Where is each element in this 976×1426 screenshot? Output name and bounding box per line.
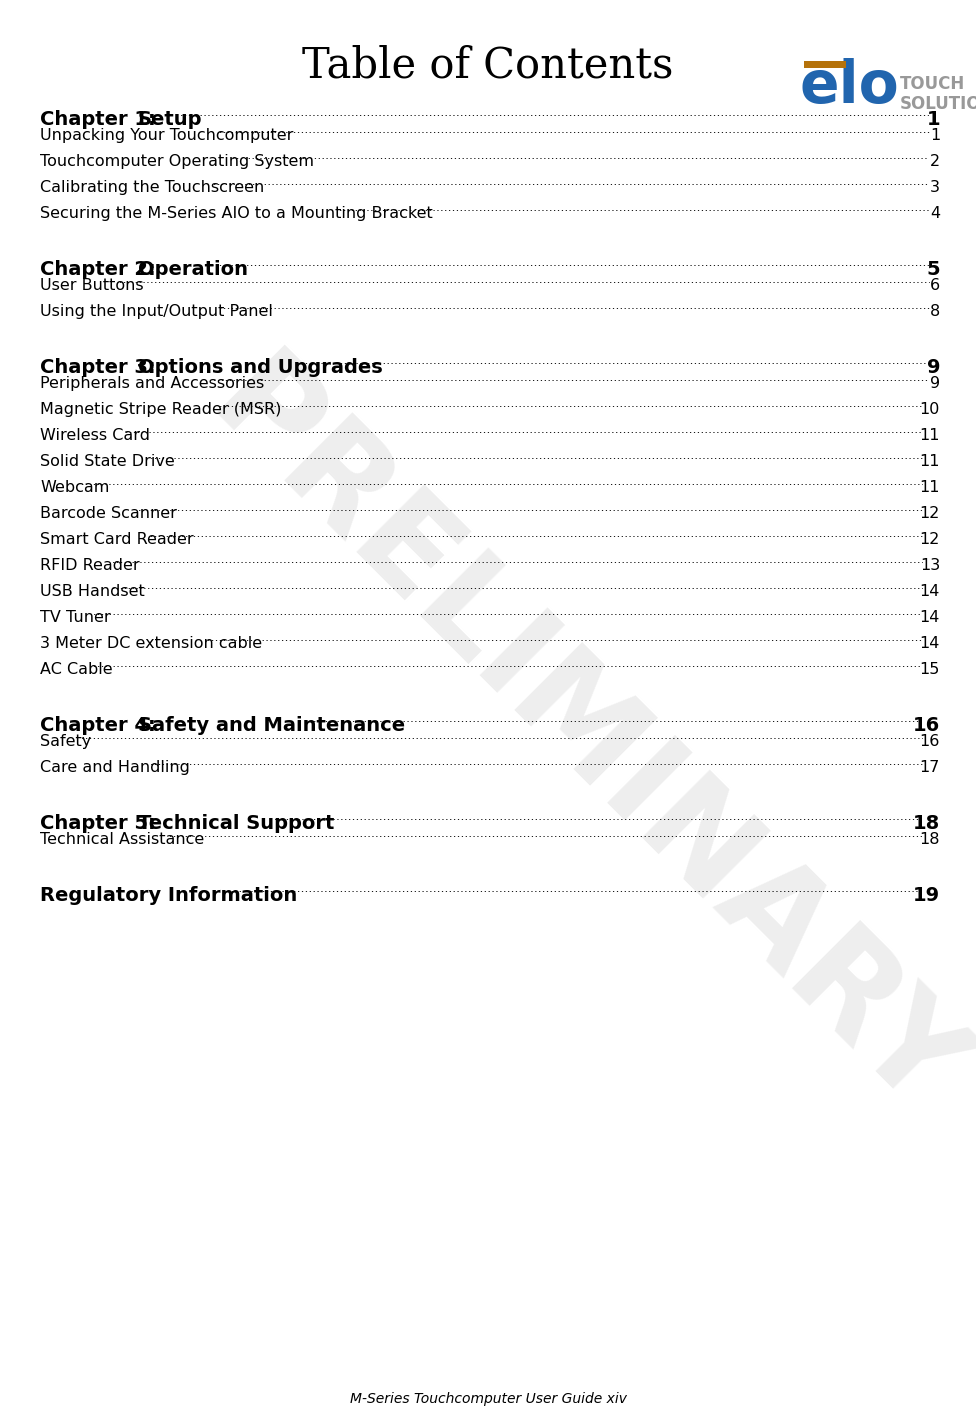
- Text: 8: 8: [930, 304, 940, 319]
- Text: Care and Handling: Care and Handling: [40, 760, 190, 774]
- Text: Technical Assistance: Technical Assistance: [40, 831, 204, 847]
- Text: 1: 1: [926, 110, 940, 128]
- Text: Chapter 3:: Chapter 3:: [40, 358, 155, 376]
- Text: Chapter 5:: Chapter 5:: [40, 814, 156, 833]
- Text: Unpacking Your Touchcomputer: Unpacking Your Touchcomputer: [40, 128, 294, 143]
- Text: 13: 13: [919, 558, 940, 573]
- Text: 11: 11: [919, 428, 940, 443]
- Text: 12: 12: [919, 532, 940, 548]
- Text: 9: 9: [930, 376, 940, 391]
- Text: elo: elo: [800, 57, 900, 114]
- Text: 16: 16: [919, 734, 940, 749]
- Text: Table of Contents: Table of Contents: [303, 46, 673, 87]
- Bar: [804, 61, 846, 68]
- Text: Technical Support: Technical Support: [138, 814, 335, 833]
- Text: 6: 6: [930, 278, 940, 292]
- Text: 11: 11: [919, 481, 940, 495]
- Text: 14: 14: [919, 585, 940, 599]
- Text: Chapter 1:: Chapter 1:: [40, 110, 156, 128]
- Text: Operation: Operation: [138, 260, 248, 279]
- Text: Touchcomputer Operating System: Touchcomputer Operating System: [40, 154, 314, 170]
- Text: Using the Input/Output Panel: Using the Input/Output Panel: [40, 304, 273, 319]
- Text: Chapter 4:: Chapter 4:: [40, 716, 156, 734]
- Text: USB Handset: USB Handset: [40, 585, 144, 599]
- Text: Smart Card Reader: Smart Card Reader: [40, 532, 193, 548]
- Text: Setup: Setup: [138, 110, 202, 128]
- Text: 17: 17: [919, 760, 940, 774]
- Text: 9: 9: [926, 358, 940, 376]
- Text: 10: 10: [919, 402, 940, 416]
- Text: 11: 11: [919, 453, 940, 469]
- Text: RFID Reader: RFID Reader: [40, 558, 140, 573]
- Text: Solid State Drive: Solid State Drive: [40, 453, 175, 469]
- Text: Peripherals and Accessories: Peripherals and Accessories: [40, 376, 264, 391]
- Text: 1: 1: [930, 128, 940, 143]
- Text: 2: 2: [930, 154, 940, 170]
- Text: Magnetic Stripe Reader (MSR): Magnetic Stripe Reader (MSR): [40, 402, 281, 416]
- Text: PRELIMINARY: PRELIMINARY: [185, 341, 976, 1142]
- Text: Securing the M-Series AIO to a Mounting Bracket: Securing the M-Series AIO to a Mounting …: [40, 205, 432, 221]
- Text: Chapter 2:: Chapter 2:: [40, 260, 156, 279]
- Text: 12: 12: [919, 506, 940, 520]
- Text: 4: 4: [930, 205, 940, 221]
- Text: User Buttons: User Buttons: [40, 278, 143, 292]
- Text: TOUCH: TOUCH: [900, 76, 965, 93]
- Text: AC Cable: AC Cable: [40, 662, 112, 677]
- Text: 14: 14: [919, 610, 940, 625]
- Text: SOLUTIONS: SOLUTIONS: [900, 96, 976, 113]
- Text: Safety: Safety: [40, 734, 91, 749]
- Text: 3: 3: [930, 180, 940, 195]
- Text: Wireless Card: Wireless Card: [40, 428, 150, 443]
- Text: Webcam: Webcam: [40, 481, 109, 495]
- Text: Options and Upgrades: Options and Upgrades: [138, 358, 383, 376]
- Text: 16: 16: [913, 716, 940, 734]
- Text: 18: 18: [919, 831, 940, 847]
- Text: TV Tuner: TV Tuner: [40, 610, 110, 625]
- Text: 5: 5: [926, 260, 940, 279]
- Text: 18: 18: [913, 814, 940, 833]
- Text: Calibrating the Touchscreen: Calibrating the Touchscreen: [40, 180, 264, 195]
- Text: 19: 19: [913, 886, 940, 906]
- Text: 3 Meter DC extension cable: 3 Meter DC extension cable: [40, 636, 263, 652]
- Text: Regulatory Information: Regulatory Information: [40, 886, 298, 906]
- Text: Barcode Scanner: Barcode Scanner: [40, 506, 177, 520]
- Text: 15: 15: [919, 662, 940, 677]
- Text: 14: 14: [919, 636, 940, 652]
- Text: M-Series Touchcomputer User Guide xiv: M-Series Touchcomputer User Guide xiv: [349, 1392, 627, 1406]
- Text: Safety and Maintenance: Safety and Maintenance: [138, 716, 405, 734]
